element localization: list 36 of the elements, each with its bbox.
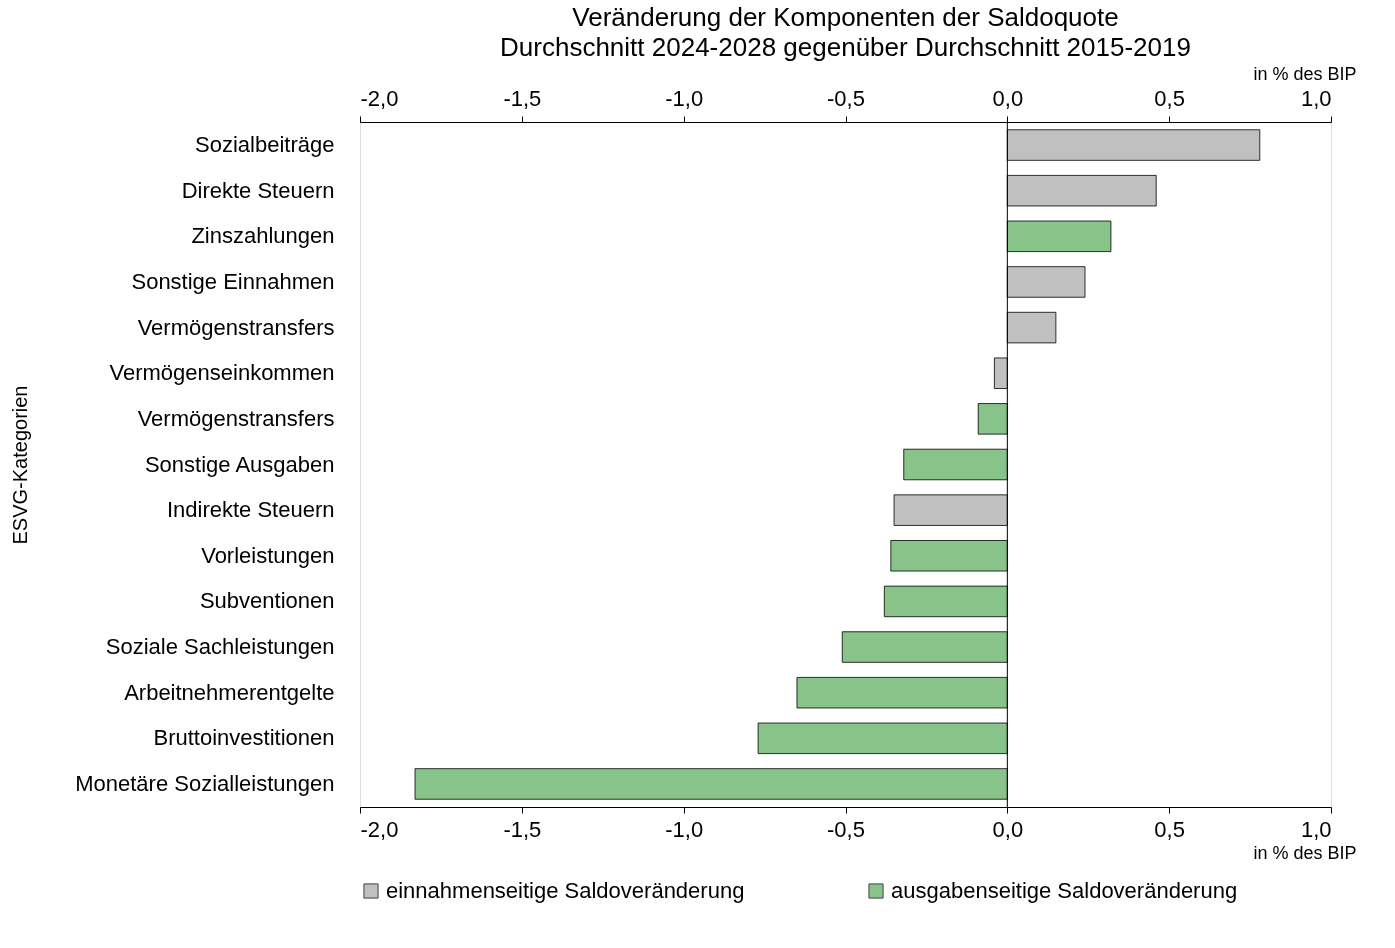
x-tick-label: -1,5 xyxy=(503,816,542,842)
x-tick-label: 1,0 xyxy=(1300,816,1332,842)
x-tick-label: -1,0 xyxy=(665,816,704,842)
y-tick-label: Vorleistungen xyxy=(201,542,335,568)
x2-tick-label: 0,5 xyxy=(1154,85,1185,111)
y-tick-label: Vermögenstransfers xyxy=(137,405,335,431)
y-tick-label: Vermögenseinkommen xyxy=(109,360,335,386)
y-tick-label: Zinszahlungen xyxy=(191,223,335,249)
y-tick-label: Sozialbeiträge xyxy=(195,132,335,158)
x-axis-title: in % des BIP xyxy=(1253,842,1357,863)
x-tick-label: -0,5 xyxy=(827,816,865,842)
x-tick-label: -2,0 xyxy=(360,816,399,842)
x-tick-label: 0,0 xyxy=(992,816,1024,842)
y-tick-label: Direkte Steuern xyxy=(181,177,335,203)
x2-tick-label: -1,5 xyxy=(503,85,542,111)
x2-tick-label: -0,5 xyxy=(827,85,865,111)
x2-tick-label: 0,0 xyxy=(992,85,1024,111)
y-tick-label: Bruttoinvestitionen xyxy=(153,725,335,751)
x2-tick-label: 1,0 xyxy=(1300,85,1332,111)
y-tick-label: Soziale Sachleistungen xyxy=(105,634,335,660)
legend-label: ausgabenseitige Saldoveränderung xyxy=(891,878,1238,903)
y-tick-label: Sonstige Ausgaben xyxy=(144,451,335,477)
y-tick-label: Vermögenstransfers xyxy=(137,314,335,340)
y-tick-label: Arbeitnehmerentgelte xyxy=(124,679,335,705)
x2-tick-label: -1,0 xyxy=(665,85,704,111)
x-tick-label: 0,5 xyxy=(1154,816,1185,842)
y-tick-label: Subventionen xyxy=(199,588,335,614)
y-axis-title: ESVG-Kategorien xyxy=(8,385,31,545)
y-tick-label: Sonstige Einnahmen xyxy=(131,268,335,294)
x2-axis-title: in % des BIP xyxy=(1253,63,1357,84)
y-tick-label: Monetäre Sozialleistungen xyxy=(75,770,335,796)
x2-tick-label: -2,0 xyxy=(360,85,399,111)
chart-subtitle: Durchschnitt 2024-2028 gegenüber Durchschnitt 2015-2019 xyxy=(500,32,1191,62)
legend-label: einnahmenseitige Saldoveränderung xyxy=(386,878,745,903)
chart-title: Veränderung der Komponenten der Saldoquote xyxy=(572,2,1119,32)
y-tick-label: Indirekte Steuern xyxy=(166,497,335,523)
